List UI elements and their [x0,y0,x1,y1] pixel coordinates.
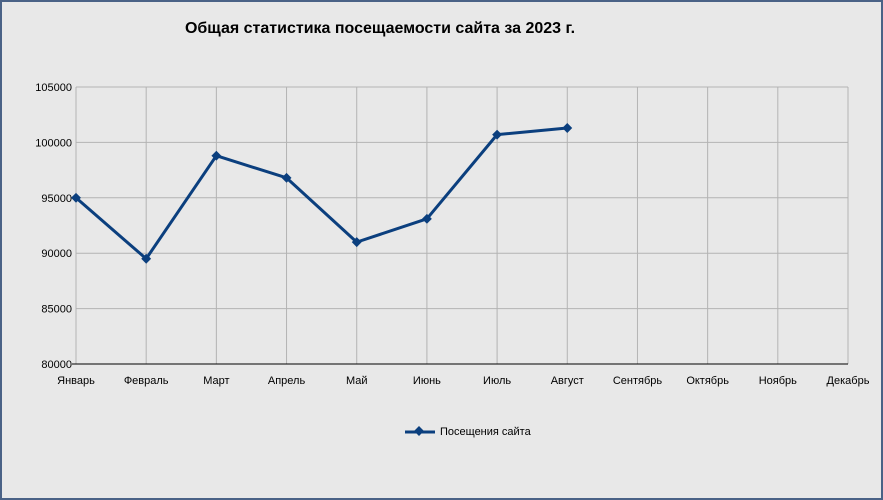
x-tick-labels: Январь Февраль Март Апрель Май Июнь Июль Август… [57,375,870,387]
x-tick-label: Октябрь [686,375,729,387]
data-point [421,213,432,224]
y-tick-label: 105000 [35,82,72,94]
x-tick-label: Январь [57,375,95,387]
data-point [71,192,81,203]
grid-lines [76,86,849,364]
series-line [75,126,568,261]
x-tick-label: Май [346,375,368,387]
x-tick-label: Июнь [413,375,441,387]
y-tick-labels: 80000 85000 90000 95000 100000 105000 [35,82,72,371]
chart-title: Общая статистика посещаемости сайта за 2… [184,20,576,37]
data-point [211,150,222,161]
y-tick-label: 100000 [35,137,72,149]
data-point [492,129,503,140]
x-tick-label: Сентябрь [613,375,663,387]
data-point [281,172,292,183]
data-point [141,253,152,264]
y-tick-label: 85000 [41,304,72,316]
x-tick-label: Декабрь [827,375,870,387]
x-tick-label: Март [203,375,229,387]
data-point [562,123,573,133]
x-tick-label: Февраль [124,375,169,387]
legend: Посещения сайта [404,426,531,438]
x-tick-label: Август [551,375,584,387]
series-group [71,123,573,264]
y-tick-label: 90000 [41,248,72,260]
y-tick-label: 95000 [41,193,72,205]
x-tick-label: Апрель [268,375,306,387]
legend-label: Посещения сайта [440,426,531,438]
legend-swatch [405,426,435,436]
data-point [351,237,362,248]
axes [72,87,848,365]
x-tick-label: Июль [483,375,511,387]
x-tick-label: Ноябрь [759,375,797,387]
y-tick-label: 80000 [41,359,72,371]
